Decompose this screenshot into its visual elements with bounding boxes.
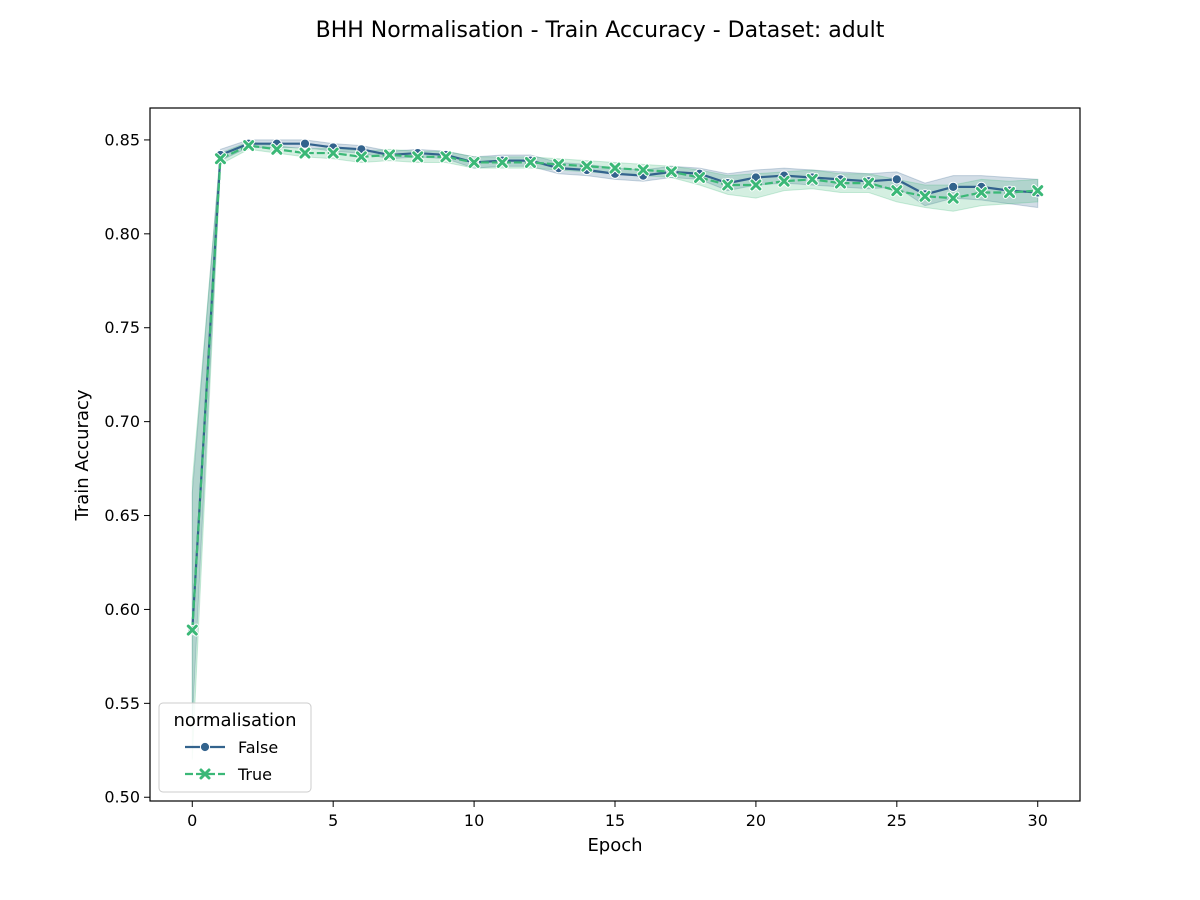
point-true (523, 155, 537, 169)
series-lines (191, 142, 1038, 631)
series-line-true (191, 144, 1038, 631)
point-true (833, 176, 847, 190)
point-true (298, 146, 312, 160)
point-true (467, 155, 481, 169)
point-false (891, 174, 902, 185)
point-true (552, 157, 566, 171)
legend-entry-false: False (185, 738, 278, 757)
point-true (1031, 184, 1045, 198)
legend-entry-true: True (185, 765, 272, 784)
point-true (636, 163, 650, 177)
legend: normalisation False True (158, 702, 312, 793)
series-markers (185, 138, 1045, 637)
x-tick-label: 5 (328, 811, 338, 830)
point-true (1003, 186, 1017, 200)
x-tick-label: 20 (746, 811, 766, 830)
legend-box (158, 702, 312, 793)
legend-label: False (238, 738, 278, 757)
point-true (242, 139, 256, 153)
legend-entries: False True (185, 738, 278, 784)
x-axis-title: Epoch (587, 835, 642, 856)
x-tick-label: 30 (1028, 811, 1048, 830)
point-true (213, 152, 227, 166)
y-tick-label: 0.75 (104, 318, 140, 337)
point-true (946, 191, 960, 205)
y-tick-label: 0.85 (104, 130, 140, 149)
x-tick-label: 0 (187, 811, 197, 830)
point-true (495, 155, 509, 169)
plot-area-frame (149, 107, 1081, 802)
point-true (693, 170, 707, 184)
series-line-false (191, 142, 1038, 631)
band-false (191, 139, 1039, 723)
point-true (918, 189, 932, 203)
y-tick-label: 0.60 (104, 600, 140, 619)
legend-label: True (237, 765, 272, 784)
point-true (383, 148, 397, 162)
point-true (354, 150, 368, 164)
point-true (608, 161, 622, 175)
x-axis: 0 5 10 15 20 25 30 (187, 801, 1048, 830)
point-true (749, 178, 763, 192)
x-tick-label: 25 (887, 811, 907, 830)
y-axis: 0.50 0.55 0.60 0.65 0.70 0.75 0.80 0.85 (104, 130, 150, 807)
y-tick-label: 0.80 (104, 224, 140, 243)
point-true (270, 142, 284, 156)
point-true (664, 165, 678, 179)
point-true (777, 174, 791, 188)
y-tick-label: 0.65 (104, 506, 140, 525)
y-tick-label: 0.55 (104, 694, 140, 713)
x-tick-label: 15 (605, 811, 625, 830)
point-true (439, 150, 453, 164)
point-true (185, 623, 199, 637)
point-true (862, 176, 876, 190)
point-true (805, 172, 819, 186)
point-true (721, 178, 735, 192)
legend-title: normalisation (174, 710, 297, 731)
x-tick-label: 10 (464, 811, 484, 830)
band-true (191, 141, 1039, 760)
y-tick-label: 0.70 (104, 412, 140, 431)
point-true (326, 146, 340, 160)
y-axis-title: Train Accuracy (72, 389, 93, 521)
chart-title: BHH Normalisation - Train Accuracy - Dat… (316, 18, 885, 43)
point-false (299, 138, 311, 149)
confidence-bands (191, 139, 1039, 760)
y-tick-label: 0.50 (104, 788, 140, 807)
point-true (411, 150, 425, 164)
point-true (974, 186, 988, 200)
point-true (580, 159, 594, 173)
point-false (948, 181, 959, 192)
point-true (890, 184, 904, 198)
